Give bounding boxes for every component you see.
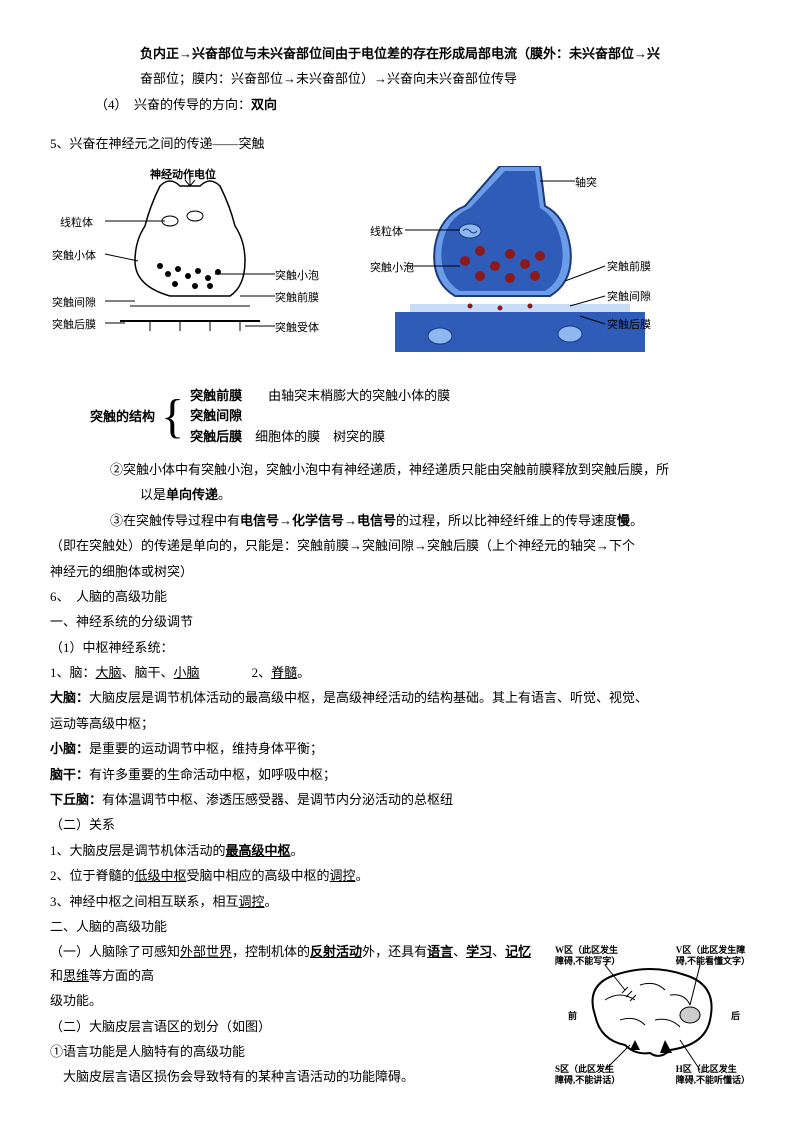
synapse-diagram-right: 轴突 线粒体 突触小泡 突触前膜 突触间隙 突触后膜: [370, 166, 670, 366]
brain-diagram: W区（此区发生 障碍,不能写字） V区（此区发生障 碍,不能看懂文字） 前 后 …: [550, 945, 750, 1085]
section-title: 6、 人脑的高级功能: [50, 585, 750, 608]
text-line: 以是单向传递。: [50, 483, 750, 506]
text-line: 脑干：有许多重要的生命活动中枢，如呼吸中枢；: [50, 763, 750, 786]
label: 轴突: [575, 174, 597, 194]
text-line: 神经元的细胞体或树突）: [50, 560, 750, 583]
label: 突触小体: [52, 247, 96, 267]
text-line: （即在突触处）的传递是单向的，只能是：突触前膜→突触间隙→突触后膜（上个神经元的…: [50, 534, 750, 557]
text-line: （1）中枢神经系统：: [50, 636, 750, 659]
brain-label-front: 前: [568, 1011, 577, 1022]
subsection: 一、神经系统的分级调节: [50, 610, 750, 633]
text-line: 负内正→兴奋部位与未兴奋部位间由于电位差的存在形成局部电流（膜外：未兴奋部位→兴: [50, 42, 750, 65]
bracket-content: 突触前膜 由轴突末梢膨大的突触小体的膜 突触间隙 突触后膜 细胞体的膜 树突的膜: [190, 386, 450, 448]
text-line: 2、位于脊髓的低级中枢受脑中相应的高级中枢的调控。: [50, 864, 750, 887]
text-line: 1、脑：大脑、脑干、小脑 2、脊髓。: [50, 661, 750, 684]
text-line: ②突触小体中有突触小泡，突触小泡中有神经递质，神经递质只能由突触前膜释放到突触后…: [50, 458, 750, 481]
text-line: 大脑：大脑皮层是调节机体活动的最高级中枢，是高级神经活动的结构基础。其上有语言、…: [50, 686, 750, 709]
brain-label-back: 后: [731, 1011, 740, 1022]
structure-label: 突触的结构: [90, 405, 155, 428]
label: 神经动作电位: [150, 166, 216, 186]
label: 突触间隙: [607, 288, 651, 308]
diagram-row: 神经动作电位 线粒体 突触小体 突触小泡 突触间隙 突触前膜 突触后膜 突触受体: [50, 166, 750, 366]
text-line: ③在突触传导过程中有电信号→化学信号→电信号的过程，所以比神经纤维上的传导速度慢…: [50, 509, 750, 532]
label: 线粒体: [370, 223, 403, 243]
brain-label-v: V区（此区发生障 碍,不能看懂文字）: [676, 945, 750, 967]
label: 突触受体: [275, 319, 319, 339]
label: 突触间隙: [52, 294, 96, 314]
bracket-icon: {: [161, 395, 184, 438]
synapse-diagram-left: 神经动作电位 线粒体 突触小体 突触小泡 突触间隙 突触前膜 突触后膜 突触受体: [50, 166, 330, 366]
label: 突触小泡: [275, 267, 319, 287]
brain-label-s: S区（此区发生 障碍,不能讲话）: [555, 1064, 620, 1086]
text-line: （二）关系: [50, 813, 750, 836]
label: 突触前膜: [275, 289, 319, 309]
text-line: （4） 兴奋的传导的方向：双向: [50, 93, 750, 116]
text-line: 运动等高级中枢；: [50, 712, 750, 735]
subsection: 二、人脑的高级功能: [50, 915, 750, 938]
label: 突触后膜: [607, 316, 651, 336]
text-line: 奋部位；膜内：兴奋部位→未兴奋部位）→兴奋向未兴奋部位传导: [50, 67, 750, 90]
structure-bracket: 突触的结构 { 突触前膜 由轴突末梢膨大的突触小体的膜 突触间隙 突触后膜 细胞…: [50, 386, 750, 448]
label: 线粒体: [60, 214, 93, 234]
label: 突触后膜: [52, 316, 96, 336]
bold-text: 负内正→兴奋部位与未兴奋部位间由于电位差的存在形成局部电流（膜外：未兴奋部位→兴: [140, 46, 660, 61]
brain-label-h: H区（此区发生 障碍,不能听懂话）: [676, 1064, 750, 1086]
label: 突触前膜: [607, 258, 651, 278]
section-title: 5、兴奋在神经元之间的传递——突触: [50, 132, 750, 155]
text-line: 小脑：是重要的运动调节中枢，维持身体平衡；: [50, 737, 750, 760]
brain-label-w: W区（此区发生 障碍,不能写字）: [555, 945, 620, 967]
text-line: 下丘脑：有体温调节中枢、渗透压感受器、是调节内分泌活动的总枢纽: [50, 788, 750, 811]
text-line: 1、大脑皮层是调节机体活动的最高级中枢。: [50, 839, 750, 862]
text-line: 3、神经中枢之间相互联系，相互调控。: [50, 890, 750, 913]
label: 突触小泡: [370, 259, 414, 279]
